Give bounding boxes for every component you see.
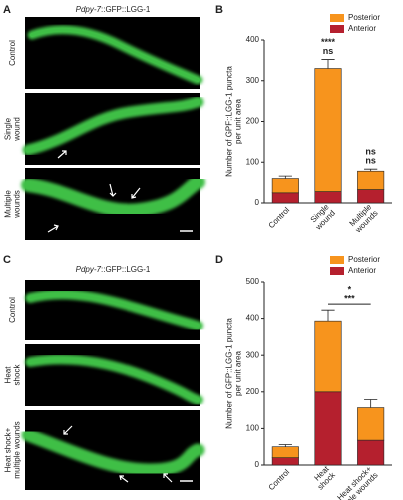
significance: ns xyxy=(323,46,334,56)
legend-swatch xyxy=(330,267,344,275)
y-tick-label: 0 xyxy=(255,460,260,469)
x-tick-label: Multiplewounds xyxy=(347,202,380,235)
x-tick-label: Singlewound xyxy=(307,202,337,232)
error-bar xyxy=(364,168,378,172)
y-tick-label: 100 xyxy=(246,424,260,433)
worm xyxy=(28,292,200,328)
micrographs-a xyxy=(21,17,205,240)
arrow xyxy=(109,183,117,197)
row-label: Heatshock xyxy=(4,364,22,386)
micrographs-c xyxy=(21,280,205,490)
title-italic: Pdpy-7 xyxy=(76,265,102,274)
bar-segment xyxy=(314,68,342,192)
error-bar xyxy=(321,309,335,322)
significance: ns xyxy=(365,147,376,157)
row-label: Multiplewounds xyxy=(4,190,22,219)
bar-segment xyxy=(271,192,299,204)
y-tick-label: 300 xyxy=(246,350,260,359)
arrow xyxy=(163,473,173,483)
bar-segment xyxy=(314,320,342,393)
bar-segment xyxy=(271,178,299,194)
row-label: Control xyxy=(8,297,17,323)
bar-segment xyxy=(271,457,299,466)
y-tick-label: 200 xyxy=(246,117,260,126)
title-rest: ::GFP::LGG-1 xyxy=(101,265,151,274)
worm xyxy=(25,432,201,473)
legend-swatch xyxy=(330,256,344,264)
row-label: Control xyxy=(8,40,17,66)
x-tick-label: Heat shock+Multiple wounds xyxy=(327,464,380,500)
panel-letter: C xyxy=(3,254,11,266)
error-bar xyxy=(278,175,292,179)
row-label: Singlewound xyxy=(4,117,22,142)
panel-title: Pdpy-7::GFP::LGG-1 xyxy=(76,265,151,274)
bar-segment xyxy=(314,391,342,466)
y-tick-label: 300 xyxy=(246,76,260,85)
bar-segment xyxy=(357,189,385,204)
worm xyxy=(25,99,201,153)
significance: ns xyxy=(365,156,376,166)
significance: **** xyxy=(321,37,336,47)
arrow xyxy=(131,187,141,199)
legend-swatch xyxy=(330,14,344,22)
title-italic: Pdpy-7 xyxy=(76,5,102,14)
x-tick-label: Heatshock xyxy=(310,464,338,492)
image xyxy=(25,280,200,340)
y-tick-label: 500 xyxy=(246,277,260,286)
y-axis-label: Number of GFP::LGG-1 punctaper unit area xyxy=(225,318,243,429)
panel-letter: D xyxy=(215,254,223,266)
panel-letter: B xyxy=(215,4,223,16)
worm xyxy=(30,27,200,82)
bar-segment xyxy=(357,407,385,441)
y-tick-label: 400 xyxy=(246,35,260,44)
panel-title: Pdpy-7::GFP::LGG-1 xyxy=(76,5,151,14)
significance: *** xyxy=(344,294,355,304)
significance: * xyxy=(348,285,352,295)
error-bar xyxy=(321,59,335,69)
error-bar xyxy=(278,444,292,447)
legend-label: Anterior xyxy=(348,24,376,33)
bar-segment xyxy=(357,170,385,190)
y-tick-label: 400 xyxy=(246,314,260,323)
y-tick-label: 0 xyxy=(255,198,260,207)
bar-segment xyxy=(314,191,342,204)
error-bar xyxy=(364,399,378,408)
panel-letter: A xyxy=(3,4,11,16)
y-tick-label: 200 xyxy=(246,387,260,396)
worm xyxy=(28,357,200,402)
x-tick-label: Control xyxy=(267,467,292,492)
arrow xyxy=(63,425,73,435)
legend-label: Posterior xyxy=(348,255,380,264)
title-rest: ::GFP::LGG-1 xyxy=(101,5,151,14)
arrow xyxy=(119,475,129,483)
row-label: Heat shock+multiple wounds xyxy=(4,421,22,478)
image xyxy=(25,344,200,406)
legend-label: Posterior xyxy=(348,13,380,22)
worm xyxy=(25,179,201,214)
y-tick-label: 100 xyxy=(246,157,260,166)
arrow xyxy=(47,224,59,233)
x-tick-label: Control xyxy=(267,205,292,230)
arrow xyxy=(57,150,67,159)
y-axis-label: Number of GPF::LGG-1 punctaper unit area xyxy=(225,66,243,177)
legend-swatch xyxy=(330,25,344,33)
bar-segment xyxy=(271,446,299,458)
legend-label: Anterior xyxy=(348,266,376,275)
bar-segment xyxy=(357,439,385,466)
